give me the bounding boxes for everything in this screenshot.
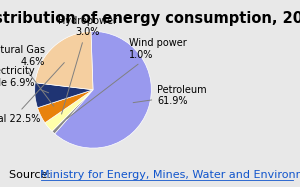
Text: Coal 22.5%: Coal 22.5%	[0, 63, 64, 124]
Text: Source:: Source:	[9, 170, 55, 180]
Wedge shape	[45, 90, 93, 131]
Wedge shape	[55, 31, 151, 148]
Text: Electricity
trade 6.9%: Electricity trade 6.9%	[0, 66, 49, 93]
Text: Distribution of energy consumption, 2011: Distribution of energy consumption, 2011	[0, 11, 300, 26]
Wedge shape	[38, 90, 93, 123]
Text: Petroleum
61.9%: Petroleum 61.9%	[133, 85, 207, 106]
Text: Natural Gas
4.6%: Natural Gas 4.6%	[0, 45, 54, 106]
Wedge shape	[35, 31, 93, 90]
Wedge shape	[52, 90, 93, 134]
Text: Ministry for Energy, Mines, Water and Environment: Ministry for Energy, Mines, Water and En…	[40, 170, 300, 180]
Wedge shape	[35, 83, 93, 108]
Text: Hydropower
3.0%: Hydropower 3.0%	[58, 16, 117, 114]
Text: Wind power
1.0%: Wind power 1.0%	[67, 38, 187, 119]
